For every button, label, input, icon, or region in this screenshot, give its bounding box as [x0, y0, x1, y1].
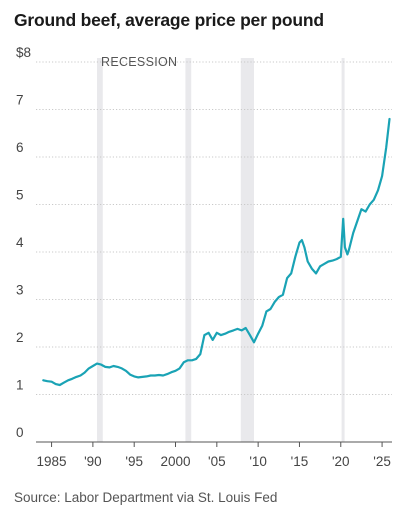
y-tick-label-0: 0 [16, 425, 24, 440]
y-tick-label-1: 1 [16, 378, 24, 393]
recession-band-1 [185, 58, 192, 442]
recession-bands [97, 58, 345, 442]
y-tick-label-2: 2 [16, 330, 24, 345]
recession-band-2 [240, 58, 255, 442]
x-tick-label-1985: 1985 [37, 454, 67, 469]
x-tick-label-2020: '20 [332, 454, 350, 469]
source-note: Source: Labor Department via St. Louis F… [14, 490, 278, 505]
y-tick-label-8: $8 [16, 45, 31, 60]
x-tick-label-2010: '10 [249, 454, 267, 469]
x-tick-label-2000: 2000 [160, 454, 190, 469]
gridlines [36, 61, 392, 443]
y-tick-label-3: 3 [16, 283, 24, 298]
y-tick-label-4: 4 [16, 235, 24, 250]
recession-band-0 [97, 58, 103, 442]
y-tick-label-7: 7 [16, 93, 24, 108]
x-tick-label-2025: '25 [373, 454, 391, 469]
y-tick-label-6: 6 [16, 140, 24, 155]
recession-label: RECESSION [101, 55, 177, 69]
x-tick-label-2015: '15 [291, 454, 309, 469]
x-tick-label-2005: '05 [208, 454, 226, 469]
x-tick-label-1995: '95 [125, 454, 143, 469]
chart-title: Ground beef, average price per pound [14, 10, 324, 30]
y-tick-label-5: 5 [16, 188, 24, 203]
price-series-line [42, 117, 391, 387]
recession-band-3 [341, 58, 345, 442]
x-axis: 1985 '90 '95 2000 '05 '10 '15 '20 '25 [37, 442, 391, 469]
y-axis-labels: $8 7 6 5 4 3 2 1 0 [16, 45, 31, 440]
x-tick-label-1990: '90 [84, 454, 102, 469]
